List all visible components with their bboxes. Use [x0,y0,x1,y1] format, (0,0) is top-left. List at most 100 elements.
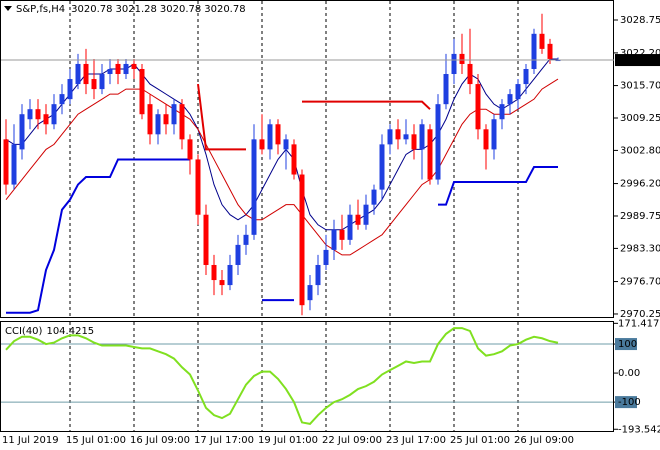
candle-body [59,94,65,105]
open: 3020.78 [71,4,112,15]
candle-body [43,114,49,125]
candle-body [339,229,345,240]
y-tick-label: 2976.70 [620,277,660,288]
candle-body [131,63,137,69]
candle-body [323,249,329,265]
indicator-header: CCI(40) 104.4215 [5,326,94,337]
x-tick-label: 25 Jul 01:00 [450,435,510,446]
candle-body [299,174,305,306]
candle-body [419,124,425,150]
candle-body [195,159,201,215]
low: 3020.78 [160,4,201,15]
indicator-line [197,83,431,151]
indicator-line [5,58,558,231]
y-tick-label: 2970.25 [620,309,660,320]
x-tick-label: 16 Jul 09:00 [130,435,190,446]
candle-body [19,114,25,150]
y-tick-label: 3028.75 [620,15,660,26]
candle-body [491,119,497,150]
candle-body [355,214,361,225]
candle-body [467,63,473,85]
candle-body [395,129,401,140]
x-tick-label: 22 Jul 09:00 [322,435,382,446]
x-tick-label: 26 Jul 09:00 [514,435,574,446]
candle-body [211,264,217,281]
candle-body [403,134,409,140]
x-tick-label: 17 Jul 17:00 [194,435,254,446]
candle-body [243,234,249,245]
candle-body [539,33,545,49]
candle-body [507,94,513,105]
candle-body [443,74,449,105]
indicator-line [5,78,559,256]
candle-body [219,280,225,286]
candle-body [235,244,241,265]
level-box [615,396,637,409]
y-tick-label: 3022.20 [620,48,660,59]
candle-body [251,139,257,235]
candle-body [451,53,457,75]
candle-body [379,144,385,190]
candle-body [203,214,209,265]
candle-body [227,264,233,286]
y-tick-label: 100 [618,339,637,350]
candle-body [387,129,393,145]
y-tick-label: 2983.30 [620,243,660,254]
candle-body [515,84,521,100]
close: 3020.78 [204,4,245,15]
candle-body [427,129,433,180]
candle-body [483,129,489,150]
indicator-line [6,158,558,314]
candle-body [267,124,273,150]
candle-body [75,63,81,85]
candle-body [115,63,121,75]
candle-body [331,229,337,250]
candle-body [163,114,169,125]
candle-body [91,79,97,90]
price-tag-label: 3020.78 [619,55,660,66]
cci-line [5,327,559,425]
candle-body [187,139,193,160]
candle-body [11,144,17,185]
y-tick-label: 2989.75 [620,211,660,222]
y-tick-label: 2996.20 [620,179,660,190]
candle-body [307,285,313,301]
price-panel [0,0,614,318]
y-tick-label: -193.5429 [618,424,660,435]
candle-body [99,74,105,90]
candle-body [27,109,33,120]
x-tick-label: 19 Jul 01:00 [258,435,318,446]
candle-body [67,79,73,100]
candle-body [123,63,129,75]
y-tick-label: -100 [618,397,641,408]
x-tick-label: 23 Jul 17:00 [386,435,446,446]
menu-arrow[interactable] [4,6,12,11]
candle-body [259,139,265,150]
y-tick-label: 3015.70 [620,81,660,92]
symbol: S&P,fs,H4 [16,4,65,15]
high: 3021.28 [116,4,157,15]
candle-body [523,68,529,85]
candle-body [459,53,465,64]
candle-body [3,139,9,185]
candle-body [35,109,41,120]
candle-body [371,189,377,205]
indicator-name: CCI(40) [5,326,43,337]
candle-body [275,124,281,145]
candle-body [51,104,57,125]
candle-body [147,104,153,135]
y-tick-label: 0.00 [618,368,640,379]
candle-body [531,33,537,69]
candle-body [83,63,89,85]
candle-body [171,104,177,125]
y-tick-label: 3009.25 [620,113,660,124]
candle-body [179,104,185,140]
candle-body [155,114,161,135]
candle-body [291,144,297,175]
candle-body [363,204,369,225]
candle-body [475,84,481,130]
candle-body [283,139,289,150]
indicator-value: 104.4215 [46,326,94,337]
price-tag [615,54,660,67]
